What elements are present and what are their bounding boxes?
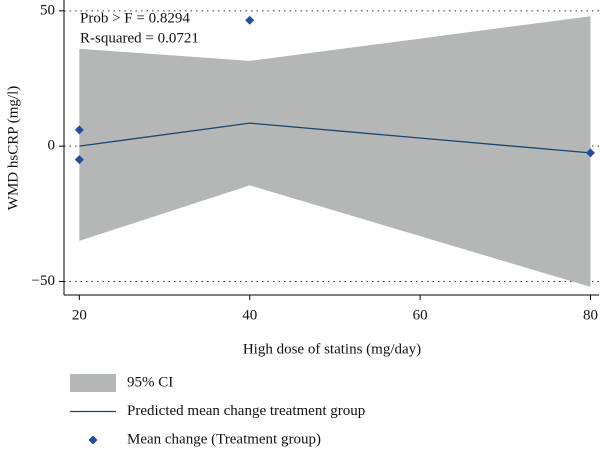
- legend-label: Mean change (Treatment group): [127, 431, 321, 447]
- ci-band: [79, 16, 591, 287]
- y-tick-label: 0: [48, 138, 56, 154]
- point: [74, 125, 84, 135]
- x-tick-label: 40: [242, 307, 257, 323]
- x-tick-label: 60: [413, 307, 428, 323]
- legend-label: Predicted mean change treatment group: [127, 403, 365, 419]
- x-tick-label: 20: [72, 307, 87, 323]
- legend-swatch: [88, 435, 98, 445]
- point: [74, 155, 84, 165]
- point: [245, 15, 255, 25]
- legend-swatch: [70, 374, 116, 392]
- fit-line: [79, 122, 591, 154]
- legend-label: 95% CI: [127, 374, 173, 390]
- x-tick-label: 80: [583, 307, 598, 323]
- y-tick-label: −50: [32, 273, 55, 289]
- annotation: Prob > F = 0.8294: [80, 10, 190, 26]
- point: [585, 148, 595, 158]
- y-axis-title: WMD hsCRP (mg/l): [5, 86, 21, 210]
- y-tick-label: 50: [40, 2, 55, 18]
- x-axis-title: High dose of statins (mg/day): [243, 341, 421, 357]
- annotation: R-squared = 0.0721: [80, 30, 199, 46]
